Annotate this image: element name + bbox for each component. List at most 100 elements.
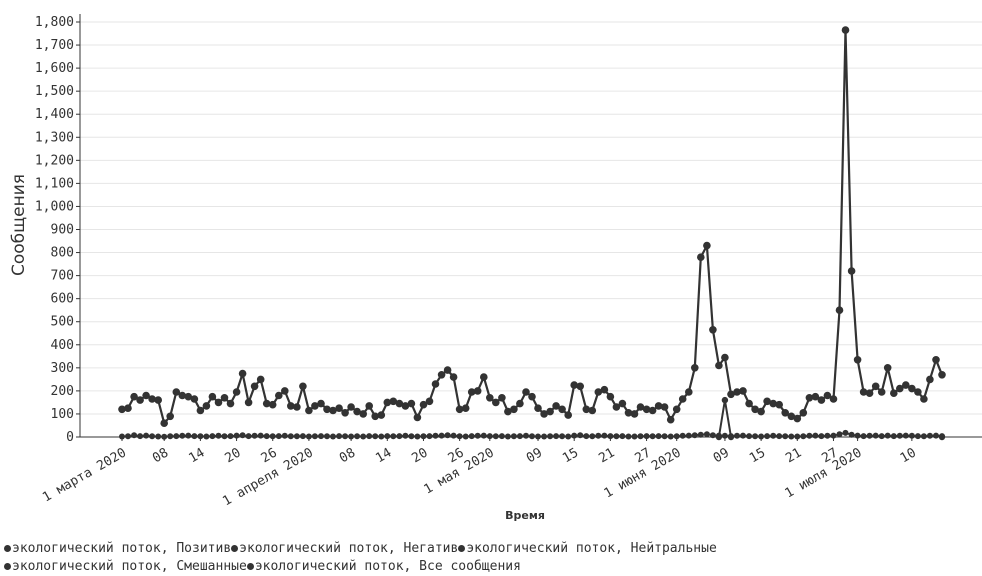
legend-item-positive[interactable]: экологический поток, Позитив xyxy=(4,541,231,556)
data-point xyxy=(595,432,602,439)
legend-dot-icon xyxy=(4,563,11,570)
data-point xyxy=(757,407,765,416)
data-point xyxy=(715,433,723,441)
data-point xyxy=(727,433,735,441)
data-point xyxy=(444,432,451,439)
legend-item-negative[interactable]: экологический поток, Негатив xyxy=(231,541,458,556)
data-point xyxy=(365,402,374,410)
data-point xyxy=(577,432,584,439)
data-point xyxy=(262,399,271,408)
data-point xyxy=(727,390,735,399)
data-point xyxy=(806,432,813,439)
data-point xyxy=(414,433,421,440)
x-tick-label: 21 xyxy=(783,445,804,466)
data-point xyxy=(583,433,590,440)
data-point xyxy=(859,388,868,396)
data-point xyxy=(450,432,457,439)
y-tick-label: 700 xyxy=(51,269,74,284)
data-point xyxy=(125,433,131,440)
legend-item-neutral[interactable]: экологический поток, Нейтральные xyxy=(458,541,717,556)
y-tick-label: 1,800 xyxy=(35,15,74,30)
data-point xyxy=(467,388,476,396)
data-point xyxy=(740,432,746,439)
data-point xyxy=(552,402,560,410)
data-point xyxy=(745,399,753,408)
data-point xyxy=(287,433,294,440)
data-point xyxy=(330,433,336,440)
data-point xyxy=(179,432,186,439)
x-tick-label: 27 xyxy=(633,445,654,466)
data-point xyxy=(908,432,915,439)
data-point xyxy=(799,409,808,417)
x-tick-label: 15 xyxy=(560,445,581,466)
y-tick-label: 900 xyxy=(51,223,74,238)
data-point xyxy=(498,433,505,440)
data-point xyxy=(588,406,597,415)
data-point xyxy=(649,433,656,440)
data-point xyxy=(697,431,704,438)
data-point xyxy=(275,433,282,440)
data-point xyxy=(571,432,578,439)
data-point xyxy=(366,433,373,440)
data-point xyxy=(618,399,627,408)
data-point xyxy=(860,433,867,440)
data-point xyxy=(871,382,880,391)
y-tick-label: 1,200 xyxy=(35,153,74,168)
data-point xyxy=(443,366,452,374)
data-point xyxy=(600,385,609,394)
data-point xyxy=(926,432,933,439)
data-point xyxy=(570,381,578,389)
data-point xyxy=(474,432,481,439)
data-point xyxy=(709,326,717,334)
data-point xyxy=(510,433,517,440)
data-point xyxy=(848,431,855,438)
data-point xyxy=(678,395,687,403)
data-point xyxy=(438,432,445,439)
data-point xyxy=(431,380,440,388)
data-point xyxy=(691,432,698,439)
data-point xyxy=(256,375,265,384)
data-point xyxy=(226,399,235,408)
legend-dot-icon xyxy=(231,545,239,552)
data-point xyxy=(318,433,324,440)
data-point xyxy=(751,405,759,414)
data-point xyxy=(529,433,535,440)
data-point xyxy=(842,429,849,436)
y-tick-label: 1,100 xyxy=(35,176,74,191)
legend-item-mixed[interactable]: экологический поток, Смешанные xyxy=(4,559,247,574)
data-point xyxy=(251,432,258,439)
data-point xyxy=(642,405,651,414)
legend-dot-icon xyxy=(4,545,11,552)
data-point xyxy=(203,433,210,440)
data-point xyxy=(486,394,494,402)
data-point xyxy=(691,364,699,372)
data-point xyxy=(419,400,428,409)
y-tick-label: 1,000 xyxy=(35,199,74,214)
data-point xyxy=(523,432,529,439)
data-point xyxy=(263,433,270,440)
data-point xyxy=(209,433,216,440)
data-point xyxy=(473,387,482,395)
data-point xyxy=(413,413,422,422)
data-point xyxy=(149,433,156,440)
data-point xyxy=(257,432,264,439)
data-point xyxy=(305,433,312,440)
data-point xyxy=(510,405,518,414)
data-point xyxy=(167,433,174,440)
data-point xyxy=(734,432,740,439)
data-point xyxy=(703,431,710,438)
data-point xyxy=(311,402,319,410)
x-tick-label: 1 марта 2020 xyxy=(40,445,129,505)
legend-item-all[interactable]: экологический поток, Все сообщения xyxy=(246,559,521,574)
data-point xyxy=(667,433,674,440)
data-point xyxy=(648,406,657,415)
data-point xyxy=(679,432,686,439)
data-point xyxy=(420,433,427,440)
data-point xyxy=(148,395,156,403)
data-point xyxy=(770,432,777,439)
data-point xyxy=(739,387,747,395)
data-point xyxy=(455,405,464,414)
data-point xyxy=(383,398,392,407)
data-point xyxy=(564,411,572,419)
data-point xyxy=(782,433,789,440)
